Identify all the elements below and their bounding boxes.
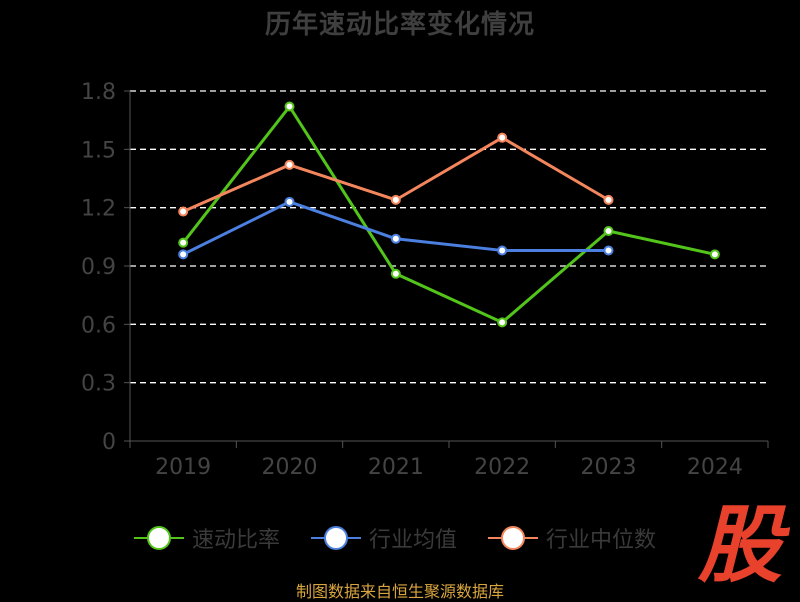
data-point-1-1 — [284, 196, 295, 207]
x-tick-label-1: 2020 — [262, 455, 318, 480]
chart-title: 历年速动比率变化情况 — [264, 10, 535, 40]
x-tick-label-0: 2019 — [155, 455, 211, 480]
y-tick-label-2: 0.6 — [81, 313, 116, 338]
data-point-2-4 — [603, 194, 614, 205]
y-tick-label-6: 1.8 — [81, 80, 116, 105]
legend-marker-icon — [147, 526, 171, 550]
legend-label-series-2: 行业中位数 — [546, 528, 657, 553]
brand-logo-icon: 股 — [697, 496, 790, 586]
series-0 — [178, 101, 720, 328]
data-point-2-1 — [284, 159, 295, 170]
data-source-caption: 制图数据来自恒生聚源数据库 — [295, 582, 504, 601]
x-tick-label-3: 2022 — [474, 455, 530, 480]
series-1 — [178, 196, 614, 260]
x-tick-label-2: 2021 — [368, 455, 424, 480]
data-point-1-4 — [603, 245, 614, 256]
y-tick-label-1: 0.3 — [81, 372, 116, 397]
legend-marker-icon — [501, 526, 525, 550]
data-point-0-0 — [178, 237, 189, 248]
y-tick-label-0: 0 — [102, 430, 116, 455]
data-point-0-3 — [497, 317, 508, 328]
data-point-0-2 — [390, 268, 401, 279]
legend-label-series-1: 行业均值 — [369, 528, 458, 553]
data-point-0-1 — [284, 101, 295, 112]
legend-marker-icon — [324, 526, 348, 550]
y-tick-label-3: 0.9 — [81, 255, 116, 280]
series-lines — [178, 101, 720, 328]
data-point-0-5 — [709, 249, 720, 260]
svg-text:股: 股 — [697, 496, 790, 586]
y-tick-label-5: 1.5 — [81, 138, 116, 163]
series-line-0 — [181, 105, 716, 324]
data-point-2-3 — [497, 132, 508, 143]
data-point-1-0 — [178, 249, 189, 260]
grid-lines — [130, 90, 768, 384]
legend-swatch-series-1 — [311, 526, 361, 550]
legend-item-series-1[interactable]: 行业均值 — [311, 520, 457, 556]
series-2 — [178, 132, 614, 217]
axes — [124, 90, 769, 448]
data-point-2-0 — [178, 206, 189, 217]
series-line-1 — [182, 200, 609, 256]
data-point-1-2 — [390, 233, 401, 244]
y-tick-label-4: 1.2 — [81, 197, 116, 222]
data-point-1-3 — [497, 245, 508, 256]
x-tick-label-4: 2023 — [581, 455, 637, 480]
data-point-2-2 — [390, 194, 401, 205]
tick-labels: 0 0.3 0.6 0.9 1.2 1.5 1.8 2019 2020 2021 2022 2023 2… — [81, 80, 743, 480]
legend-swatch-series-2 — [488, 526, 538, 550]
legend-item-series-0[interactable]: 速动比率 — [134, 520, 280, 556]
x-tick-label-5: 2024 — [687, 455, 743, 480]
chart-legend: 速动比率 行业均值 行业中位数 — [0, 520, 800, 556]
legend-item-series-2[interactable]: 行业中位数 — [488, 520, 656, 556]
legend-swatch-series-0 — [134, 526, 184, 550]
legend-label-series-0: 速动比率 — [192, 528, 281, 553]
data-point-0-4 — [603, 226, 614, 236]
